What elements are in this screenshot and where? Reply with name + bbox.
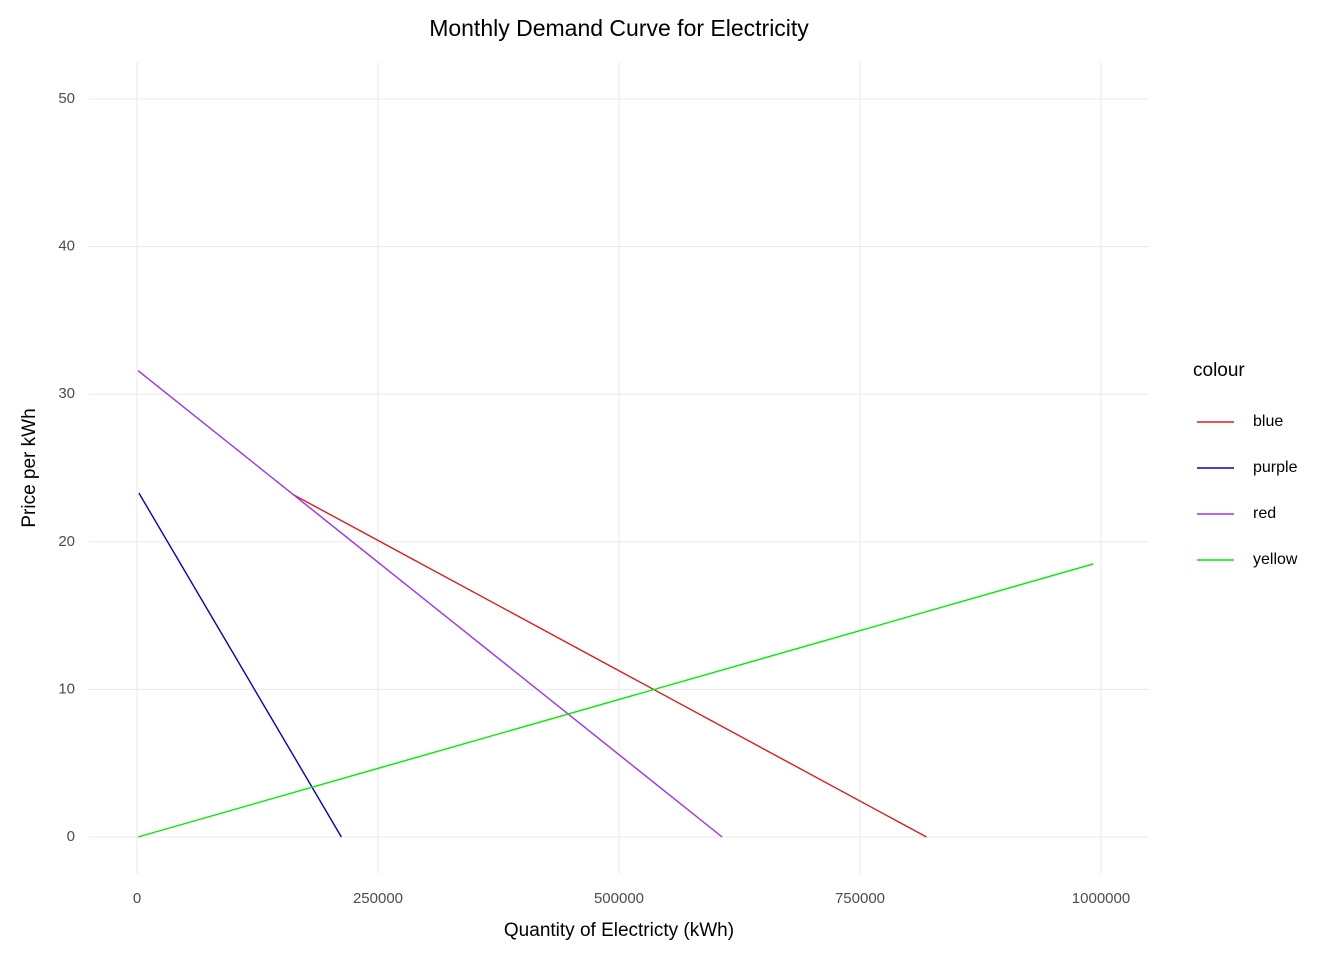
y-tick-label: 10 <box>58 680 75 697</box>
x-tick-label: 1000000 <box>1072 890 1130 907</box>
x-tick-label: 750000 <box>835 890 885 907</box>
series-line <box>138 492 342 838</box>
y-tick-label: 40 <box>58 238 75 255</box>
x-tick-label: 0 <box>133 890 141 907</box>
y-tick-label: 30 <box>58 385 75 402</box>
legend-title: colour <box>1193 360 1245 381</box>
series-line <box>292 493 927 838</box>
grid <box>88 62 1150 874</box>
legend-label: red <box>1253 505 1276 522</box>
legend-label: purple <box>1253 459 1298 476</box>
legend-label: blue <box>1253 413 1283 430</box>
y-tick-label: 20 <box>58 533 75 550</box>
chart-title: Monthly Demand Curve for Electricity <box>429 15 809 41</box>
y-tick-label: 0 <box>67 828 75 845</box>
series-line <box>137 563 1094 838</box>
x-tick-label: 500000 <box>594 890 644 907</box>
y-tick-label: 50 <box>58 90 75 107</box>
series-line <box>137 370 723 838</box>
x-tick-label: 250000 <box>353 890 403 907</box>
legend-label: yellow <box>1253 551 1298 568</box>
y-axis-title: Price per kWh <box>19 408 40 527</box>
x-axis-title: Quantity of Electricty (kWh) <box>504 920 734 941</box>
